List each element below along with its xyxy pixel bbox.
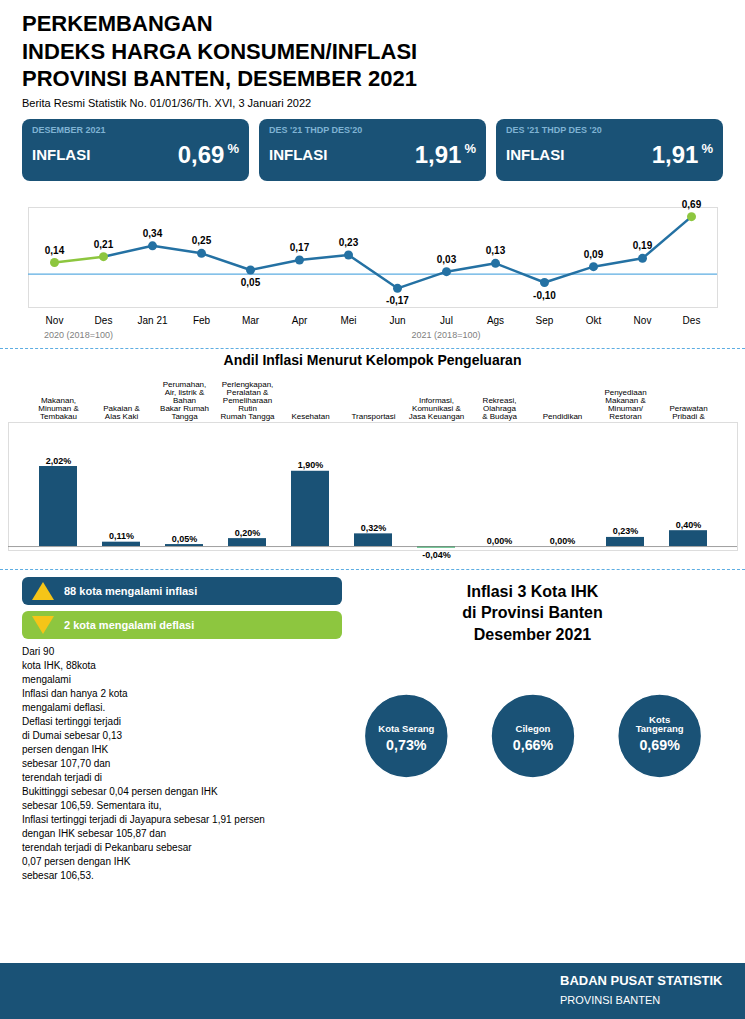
svg-text:KotsTangerang: KotsTangerang [636, 714, 684, 735]
svg-text:Ags: Ags [487, 314, 504, 325]
svg-text:-0,10: -0,10 [533, 289, 556, 300]
svg-text:0,40%: 0,40% [676, 519, 702, 529]
svg-text:Mei: Mei [340, 314, 356, 325]
svg-text:Cilegon: Cilegon [516, 723, 551, 734]
svg-text:0,14: 0,14 [45, 244, 65, 255]
svg-text:-0,04%: -0,04% [422, 549, 451, 559]
svg-text:0,69: 0,69 [682, 198, 702, 209]
svg-text:0,13: 0,13 [486, 245, 506, 256]
svg-text:0,73%: 0,73% [386, 737, 427, 753]
svg-text:Nov: Nov [634, 314, 652, 325]
svg-text:0,66%: 0,66% [513, 737, 554, 753]
svg-text:Kesehatan: Kesehatan [291, 411, 329, 420]
html-text:88 kota mengalami inflasi: 88 kota mengalami inflasi [64, 584, 198, 597]
html-text:2 kota mengalami deflasi: 2 kota mengalami deflasi [64, 618, 195, 631]
svg-text:0,25: 0,25 [192, 235, 212, 246]
svg-text:0,00%: 0,00% [487, 535, 513, 545]
svg-text:Nov: Nov [46, 314, 64, 325]
html-text:Andil Inflasi Menurut Kelompok: Andil Inflasi Menurut Kelompok Pengeluar… [223, 351, 522, 368]
html-text:INFLASI: INFLASI [506, 146, 565, 163]
svg-text:Apr: Apr [292, 314, 308, 325]
svg-text:0,20%: 0,20% [235, 527, 261, 537]
svg-text:0,19: 0,19 [633, 240, 653, 251]
html-text:2020 (2018=100): 2020 (2018=100) [44, 329, 113, 340]
svg-text:0,11%: 0,11% [109, 531, 134, 541]
svg-text:Des: Des [95, 314, 113, 325]
html-text:DES '21 THDP DES '20: DES '21 THDP DES '20 [506, 124, 602, 135]
html-text:DES '21 THDP DES'20: DES '21 THDP DES'20 [269, 124, 363, 135]
svg-text:0,05%: 0,05% [172, 533, 198, 543]
html-text:PERKEMBANGAN INDEKS HARGA KONS: PERKEMBANGAN INDEKS HARGA KONSUMEN/INFLA… [22, 11, 418, 91]
svg-text:0,69%: 0,69% [639, 737, 680, 753]
svg-text:Informasi,Komunikasi &Jasa Keu: Informasi,Komunikasi &Jasa Keuangan [409, 395, 465, 420]
svg-text:Sep: Sep [536, 314, 554, 325]
svg-text:PerawatanPribadi &: PerawatanPribadi & [669, 403, 707, 420]
html-text:Dari 90 kota IHK, 88kota menga: Dari 90 kota IHK, 88kota mengalami Infla… [22, 645, 265, 881]
html-text:1,91%: 1,91% [414, 140, 476, 168]
svg-text:0,23: 0,23 [339, 237, 359, 248]
svg-text:Makanan,Minuman &Tembakau: Makanan,Minuman &Tembakau [38, 395, 79, 420]
svg-text:Perumahan,Air, listrik &BahanB: Perumahan,Air, listrik &BahanBakar Rumah… [160, 379, 209, 420]
html-text:PROVINSI BANTEN: PROVINSI BANTEN [560, 994, 661, 1006]
svg-text:0,17: 0,17 [290, 242, 310, 253]
html-text:DESEMBER 2021: DESEMBER 2021 [32, 124, 106, 135]
svg-text:2,02%: 2,02% [46, 455, 72, 465]
svg-text:PenyediaanMakanan &Minuman/Res: PenyediaanMakanan &Minuman/Restoran [604, 387, 646, 420]
html-text:0,69%: 0,69% [177, 140, 239, 168]
svg-text:Jan 21: Jan 21 [137, 314, 167, 325]
svg-text:Des: Des [683, 314, 701, 325]
svg-text:0,09: 0,09 [584, 248, 604, 259]
svg-text:Rekreasi,Olahraga& Budaya: Rekreasi,Olahraga& Budaya [482, 395, 517, 420]
svg-text:Jul: Jul [440, 314, 453, 325]
html-text:Inflasi 3 Kota IHK di Provinsi: Inflasi 3 Kota IHK di Provinsi Banten De… [462, 582, 603, 643]
html-text:INFLASI: INFLASI [269, 146, 328, 163]
html-text:Berita Resmi Statistik No. 01/: Berita Resmi Statistik No. 01/01/36/Th. … [22, 96, 312, 109]
svg-text:Okt: Okt [586, 314, 602, 325]
svg-text:0,32%: 0,32% [361, 522, 387, 532]
svg-text:Mar: Mar [242, 314, 260, 325]
svg-text:1,90%: 1,90% [298, 460, 324, 470]
svg-text:0,05: 0,05 [241, 277, 261, 288]
svg-text:0,23%: 0,23% [613, 526, 639, 536]
html-text:BADAN PUSAT STATISTIK: BADAN PUSAT STATISTIK [560, 973, 723, 988]
svg-text:Perlengkapan,Peralatan &Pemeli: Perlengkapan,Peralatan &PemeliharaanRuti… [220, 379, 275, 420]
svg-text:Pakaian &Alas Kaki: Pakaian &Alas Kaki [103, 403, 140, 420]
html-text:1,91%: 1,91% [651, 140, 713, 168]
svg-text:Transportasi: Transportasi [351, 411, 395, 420]
svg-text:Kota Serang: Kota Serang [378, 723, 434, 734]
svg-text:Feb: Feb [193, 314, 211, 325]
html-text:2021 (2018=100): 2021 (2018=100) [411, 329, 481, 340]
svg-text:0,34: 0,34 [143, 227, 163, 238]
svg-text:-0,17: -0,17 [386, 295, 409, 306]
svg-text:Jun: Jun [389, 314, 405, 325]
svg-text:0,00%: 0,00% [550, 535, 576, 545]
svg-text:0,03: 0,03 [437, 253, 457, 264]
html-text:INFLASI: INFLASI [32, 146, 91, 163]
svg-text:0,21: 0,21 [94, 238, 114, 249]
svg-text:Pendidikan: Pendidikan [543, 411, 583, 420]
